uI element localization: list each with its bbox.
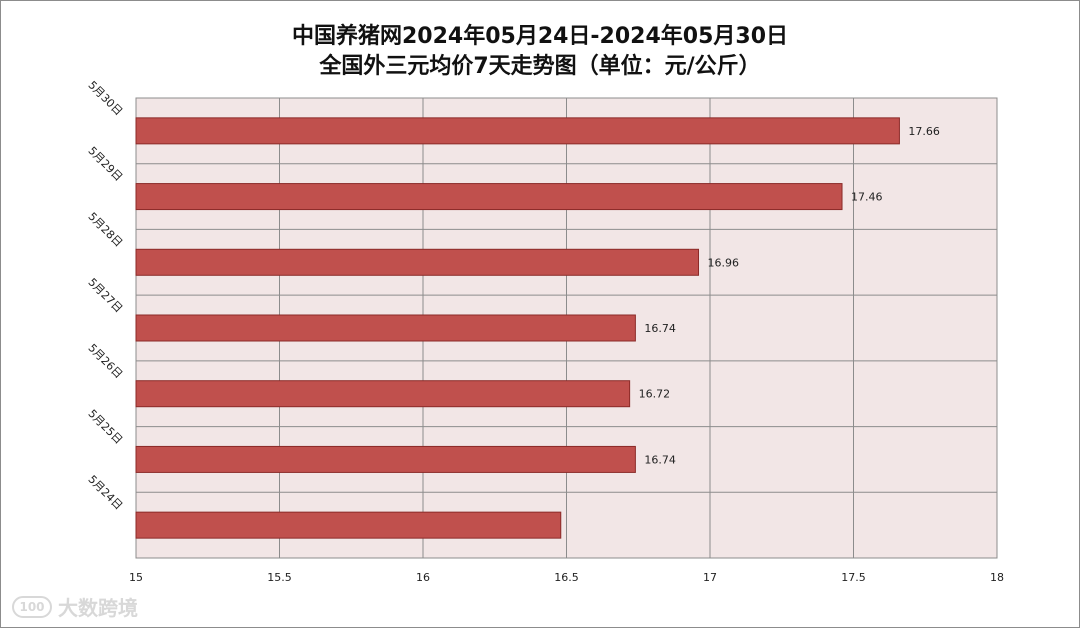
bar [135, 511, 562, 539]
category-label: 5月29日 [85, 144, 125, 184]
data-label: 17.66 [908, 125, 940, 138]
x-tick-label: 16.5 [554, 571, 579, 584]
bar [135, 445, 636, 473]
x-tick-label: 15.5 [267, 571, 292, 584]
data-label: 16.74 [644, 322, 676, 335]
category-label: 5月30日 [85, 79, 125, 119]
x-tick-label: 17 [703, 571, 717, 584]
bar [135, 314, 636, 342]
x-tick-label: 15 [129, 571, 143, 584]
category-label: 5月27日 [85, 276, 125, 316]
chart-title: 中国养猪网2024年05月24日-2024年05月30日 [291, 24, 789, 49]
data-label: 16.74 [644, 453, 676, 466]
watermark-text: 大数跨境 [58, 596, 138, 620]
category-label: 5月26日 [85, 341, 125, 381]
x-tick-label: 16 [416, 571, 430, 584]
data-label: 17.46 [851, 191, 883, 204]
data-label: 16.72 [639, 388, 671, 401]
x-tick-label: 17.5 [841, 571, 866, 584]
watermark: 100 大数跨境 [12, 592, 138, 621]
watermark-logo-icon: 100 [12, 595, 52, 618]
x-tick-label: 18 [990, 571, 1004, 584]
category-label: 5月25日 [85, 407, 125, 447]
category-label: 5月28日 [85, 210, 125, 250]
bar [135, 117, 900, 145]
data-label: 16.96 [708, 256, 740, 269]
category-label: 5月24日 [85, 473, 125, 513]
bar [135, 183, 843, 211]
bar [135, 248, 700, 276]
chart-subtitle: 全国外三元均价7天走势图（单位：元/公斤） [319, 54, 761, 79]
bar [135, 380, 631, 408]
